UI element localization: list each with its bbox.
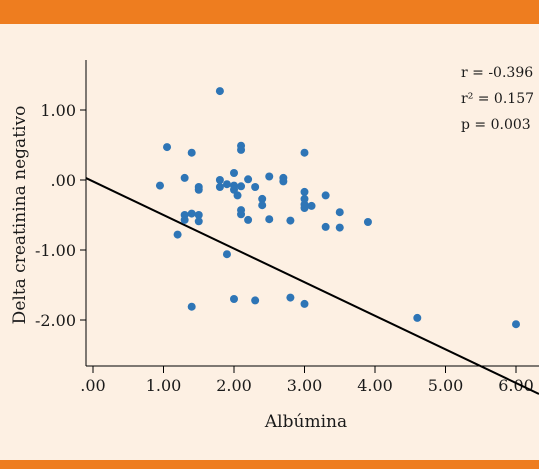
annotation-r-squared: r² = 0.157	[461, 91, 534, 107]
data-point	[321, 222, 330, 231]
top-accent-band	[0, 0, 539, 24]
axes: .00 1.00 2.00 3.00 4.00 5.00 6.00 1.00 .00 -1.00 -…	[35, 60, 539, 395]
data-point	[194, 217, 203, 226]
x-tick-label: 4.00	[357, 376, 393, 395]
data-point	[300, 187, 309, 196]
data-point	[215, 183, 224, 191]
annotation-p: p = 0.003	[461, 117, 531, 133]
data-point	[244, 215, 253, 224]
y-axis-label: Delta creatinina negativo	[10, 106, 30, 325]
data-point	[258, 201, 267, 210]
data-point	[300, 204, 309, 212]
data-point	[180, 215, 189, 224]
data-point	[300, 148, 309, 157]
x-tick-label: 2.00	[216, 376, 252, 395]
annotation-r: r = -0.396	[461, 65, 533, 81]
data-point	[321, 191, 330, 200]
data-point	[307, 201, 316, 210]
y-tick-label: -1.00	[35, 241, 76, 260]
data-point	[187, 302, 196, 311]
data-points	[155, 87, 520, 329]
data-point	[215, 87, 224, 96]
data-point	[187, 209, 196, 218]
data-point	[230, 295, 238, 303]
data-point	[251, 183, 260, 191]
data-point	[222, 180, 231, 189]
y-tick-label: -2.00	[35, 311, 76, 330]
x-tick-label: 6.00	[498, 376, 534, 395]
data-point	[335, 223, 344, 232]
x-axis-label: Albúmina	[264, 412, 347, 432]
x-tick-label: 5.00	[428, 376, 464, 395]
data-point	[237, 145, 246, 154]
data-point	[335, 208, 344, 217]
x-tick-label: 3.00	[287, 376, 323, 395]
data-point	[230, 169, 238, 177]
data-point	[237, 182, 246, 191]
axis-ticks	[80, 109, 517, 373]
data-point	[215, 176, 224, 184]
data-point	[251, 296, 260, 305]
data-point	[187, 148, 196, 157]
data-point	[194, 211, 203, 219]
data-point	[155, 181, 164, 190]
data-point	[173, 230, 182, 239]
bottom-accent-band	[0, 460, 539, 469]
tick-labels: .00 1.00 2.00 3.00 4.00 5.00 6.00 1.00 .00 -1.00 -…	[35, 101, 534, 395]
data-point	[512, 320, 520, 329]
data-point	[194, 185, 203, 194]
y-tick-label: .00	[51, 171, 76, 190]
data-point	[279, 177, 288, 186]
data-point	[180, 173, 189, 182]
x-tick-label: 1.00	[146, 376, 182, 395]
data-point	[258, 194, 267, 203]
data-point	[222, 250, 231, 259]
data-point	[300, 194, 309, 203]
data-point	[237, 210, 246, 219]
regression-line	[85, 177, 539, 395]
statistics-annotations: r = -0.396 r² = 0.157 p = 0.003	[461, 65, 534, 133]
data-point	[233, 191, 242, 200]
data-point	[265, 215, 274, 224]
data-point	[244, 175, 253, 184]
x-tick-label: .00	[80, 376, 105, 395]
data-point	[413, 313, 422, 322]
data-point	[163, 143, 172, 152]
regression-line-group	[85, 177, 539, 395]
data-point	[265, 172, 274, 181]
data-point	[363, 218, 372, 226]
data-point	[286, 216, 295, 225]
data-point	[300, 299, 309, 308]
data-point	[286, 293, 295, 302]
y-tick-label: 1.00	[40, 101, 76, 120]
